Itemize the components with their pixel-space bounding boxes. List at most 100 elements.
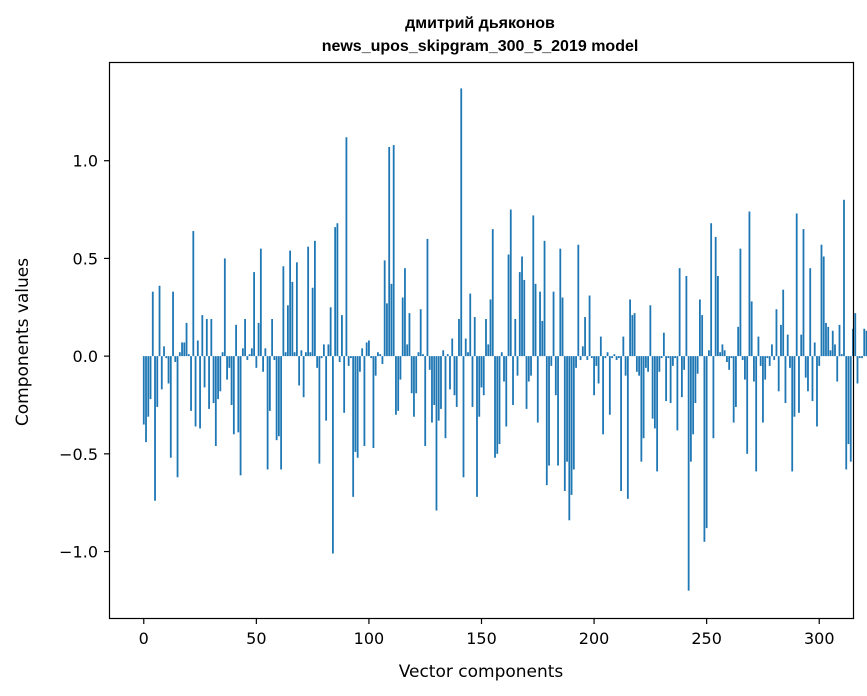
bar-297 — [811, 356, 814, 402]
bar-55 — [266, 356, 269, 470]
bar-233 — [667, 356, 670, 359]
bar-294 — [804, 356, 807, 378]
bar-259 — [726, 356, 728, 362]
bar-45 — [244, 319, 246, 357]
bar-62 — [282, 266, 285, 357]
bar-308 — [836, 356, 839, 382]
bar-239 — [680, 356, 683, 398]
bar-4 — [151, 291, 154, 357]
bar-261 — [730, 356, 733, 359]
bar-177 — [541, 320, 544, 357]
bar-69 — [298, 356, 301, 386]
bar-89 — [343, 356, 346, 413]
bar-103 — [374, 356, 377, 376]
bar-11 — [167, 356, 170, 384]
bar-53 — [262, 356, 264, 372]
bar-288 — [791, 356, 794, 472]
bars-group — [142, 88, 867, 591]
bar-170 — [525, 356, 528, 409]
bar-279 — [771, 344, 773, 357]
bar-217 — [631, 315, 634, 357]
plot-frame — [108, 61, 855, 620]
bar-292 — [800, 334, 803, 357]
bar-81 — [325, 356, 328, 421]
bar-30 — [210, 319, 213, 357]
bar-60 — [277, 356, 280, 437]
bar-96 — [359, 356, 361, 372]
bar-136 — [449, 356, 451, 390]
bar-304 — [827, 326, 830, 357]
bar-14 — [174, 356, 177, 362]
bar-180 — [548, 356, 550, 466]
bar-160 — [503, 356, 505, 382]
bar-21 — [190, 356, 192, 411]
bar-166 — [516, 356, 519, 376]
bar-116 — [404, 268, 406, 357]
y-tick-label: 0.0 — [73, 347, 98, 366]
bar-209 — [613, 354, 616, 357]
bar-121 — [415, 356, 418, 394]
bar-316 — [854, 313, 857, 357]
bar-36 — [223, 258, 226, 357]
bar-115 — [401, 297, 404, 357]
bar-219 — [635, 356, 638, 372]
bar-40 — [232, 356, 235, 435]
bar-117 — [406, 344, 409, 357]
bar-247 — [699, 299, 701, 357]
bar-281 — [775, 309, 778, 357]
bar-0 — [142, 356, 145, 425]
bar-93 — [352, 356, 355, 497]
bar-173 — [532, 215, 535, 357]
bar-128 — [431, 356, 433, 423]
bar-59 — [275, 356, 278, 441]
x-tick-label: 50 — [246, 629, 266, 648]
bar-124 — [422, 354, 424, 357]
bar-3 — [149, 356, 152, 400]
bar-301 — [820, 244, 823, 357]
bar-22 — [192, 231, 195, 357]
bar-183 — [554, 356, 557, 396]
bar-321 — [865, 330, 867, 357]
bar-82 — [327, 344, 330, 357]
bar-207 — [608, 356, 611, 415]
bar-108 — [386, 303, 388, 357]
bar-26 — [201, 315, 204, 357]
bar-252 — [710, 223, 713, 357]
chart-title-line-2: news_upos_skipgram_300_5_2019 model — [322, 38, 639, 55]
bar-61 — [280, 356, 283, 470]
x-tick-label: 0 — [139, 629, 149, 648]
bar-300 — [818, 356, 821, 366]
bar-237 — [676, 356, 679, 431]
bar-1 — [145, 356, 147, 443]
bar-178 — [543, 240, 546, 357]
bar-33 — [217, 356, 219, 400]
bar-225 — [649, 305, 652, 357]
bar-311 — [843, 199, 845, 357]
bar-43 — [239, 356, 242, 476]
y-tick-label: −1.0 — [59, 543, 98, 562]
bar-291 — [798, 356, 800, 413]
y-axis-ticks: 1.0 0.5 0.0 −0.5 −1.0 — [59, 152, 110, 562]
bar-150 — [480, 356, 483, 388]
bar-27 — [203, 356, 206, 388]
bar-295 — [807, 356, 809, 392]
bar-6 — [156, 356, 159, 407]
bar-123 — [419, 309, 422, 357]
bar-110 — [390, 283, 393, 357]
bar-210 — [615, 356, 618, 361]
x-tick-label: 300 — [804, 629, 835, 648]
bar-97 — [361, 348, 364, 357]
bar-203 — [599, 336, 602, 357]
bar-272 — [755, 356, 758, 472]
bar-236 — [674, 356, 677, 359]
bar-38 — [228, 356, 231, 368]
bar-248 — [701, 315, 704, 357]
bar-161 — [505, 356, 508, 427]
bar-34 — [219, 356, 222, 392]
bar-58 — [273, 356, 276, 361]
bar-130 — [435, 356, 438, 511]
bar-83 — [329, 307, 332, 357]
bar-5 — [154, 356, 156, 501]
bar-192 — [575, 356, 577, 368]
